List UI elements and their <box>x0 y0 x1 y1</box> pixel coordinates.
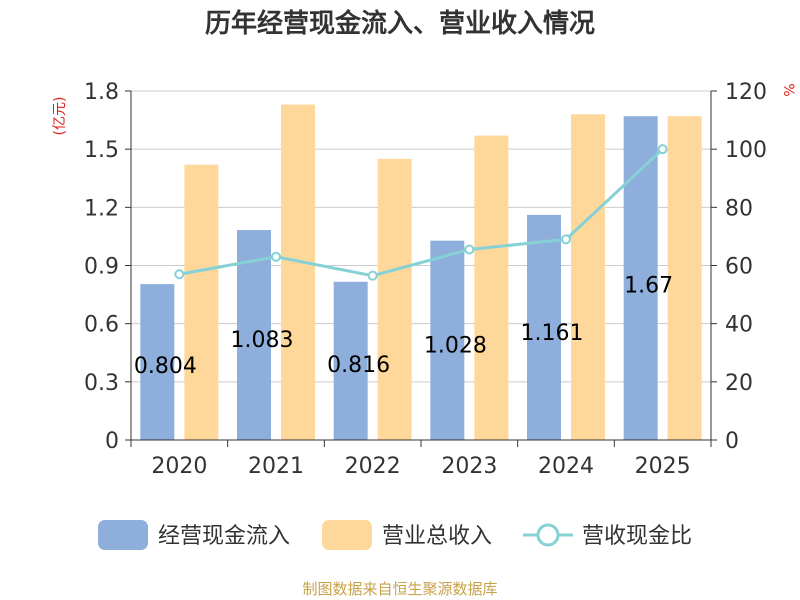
bar-revenue <box>474 135 509 440</box>
bar-cash-inflow <box>430 240 465 440</box>
bar-value-label: 0.816 <box>327 353 390 378</box>
bar-cash-inflow <box>237 230 271 440</box>
chart-title: 历年经营现金流入、营业收入情况 <box>205 8 595 39</box>
y-left-tick-label: 1.5 <box>84 138 119 163</box>
ratio-line-path <box>179 148 664 278</box>
y-right-tick-label: 80 <box>725 196 753 221</box>
ratio-point <box>174 269 185 280</box>
bar-value-label: 1.028 <box>424 333 487 358</box>
bar-revenue <box>184 164 219 440</box>
legend-marker-ratio <box>536 523 560 547</box>
bar-value-label: 1.67 <box>624 274 673 299</box>
y-right-tick-label: 20 <box>725 371 753 396</box>
ratio-point <box>367 270 378 281</box>
y-left-tick-label: 0.6 <box>84 313 119 338</box>
ratio-point <box>657 144 668 155</box>
x-tick-label: 2025 <box>635 454 691 479</box>
bars <box>140 104 702 441</box>
y-left-tick-label: 0 <box>105 429 119 454</box>
y-left-tick-label: 0.9 <box>84 255 119 280</box>
axes: 0 0.3 0.6 0.9 1.2 1.5 1.8 0 20 40 60 80 100 120 2020 20… <box>84 80 767 479</box>
x-tick-label: 2020 <box>151 454 207 479</box>
bar-value-label: 1.083 <box>231 328 294 353</box>
y-right-tick-label: 60 <box>725 255 753 280</box>
bar-value-label: 0.804 <box>134 354 197 379</box>
x-tick-label: 2022 <box>345 454 401 479</box>
y-left-tick-label: 1.2 <box>84 196 119 221</box>
y-right-unit: % <box>780 83 796 96</box>
ratio-line <box>174 144 668 281</box>
bar-revenue <box>281 104 315 441</box>
bar-cash-inflow <box>140 284 175 440</box>
bar-value-label: 1.161 <box>521 321 584 346</box>
legend-label-revenue: 营业总收入 <box>382 524 492 549</box>
y-left-unit: (亿元) <box>52 97 68 136</box>
data-labels: 0.804 1.083 0.816 1.028 1.161 1.67 <box>134 274 673 380</box>
ratio-point <box>271 251 281 262</box>
x-tick-label: 2024 <box>538 454 594 479</box>
y-right-tick-label: 120 <box>725 80 767 105</box>
legend-label-cash-inflow: 经营现金流入 <box>158 524 290 549</box>
y-left-tick-label: 0.3 <box>84 371 119 396</box>
y-right-tick-label: 40 <box>725 313 753 338</box>
bar-revenue <box>667 116 702 440</box>
legend: 经营现金流入 营业总收入 营收现金比 <box>98 520 692 550</box>
ratio-point <box>561 234 571 245</box>
ratio-point <box>464 244 475 255</box>
y-right-tick-label: 0 <box>725 429 739 454</box>
legend-swatch-revenue <box>322 520 372 550</box>
legend-label-ratio: 营收现金比 <box>582 524 692 549</box>
legend-swatch-cash-inflow <box>98 520 148 550</box>
bar-revenue <box>377 158 412 440</box>
x-tick-label: 2023 <box>441 454 497 479</box>
bar-revenue <box>571 114 605 441</box>
source-note: 制图数据来自恒生聚源数据库 <box>302 580 497 598</box>
y-left-tick-label: 1.8 <box>84 80 119 105</box>
x-tick-label: 2021 <box>248 454 304 479</box>
y-right-tick-label: 100 <box>725 138 767 163</box>
bar-cash-inflow <box>527 214 561 440</box>
bar-cash-inflow <box>333 281 368 440</box>
